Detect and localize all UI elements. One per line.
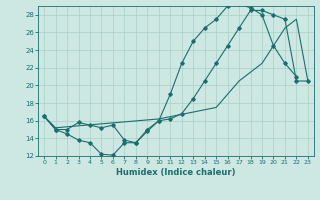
X-axis label: Humidex (Indice chaleur): Humidex (Indice chaleur) xyxy=(116,168,236,177)
